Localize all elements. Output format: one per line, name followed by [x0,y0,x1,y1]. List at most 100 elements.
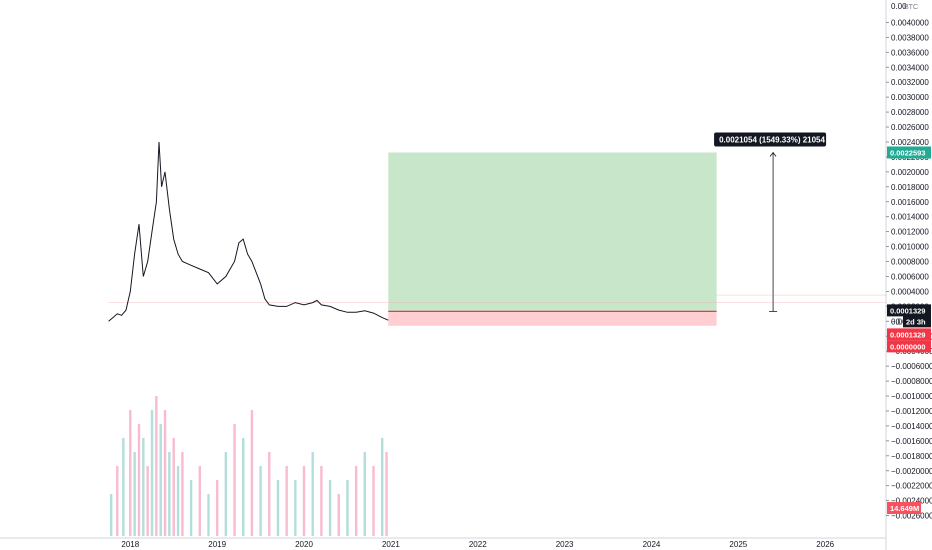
volume-bar [233,424,236,536]
y-tick-label: 0.0036000 [891,48,929,57]
position-zones [388,152,717,326]
volume-bar [159,424,162,536]
volume-bar [109,494,113,536]
volume-bar [172,438,175,536]
y-tick-label: −0.0010000 [891,392,932,401]
y-tick-label: 0.0010000 [891,243,929,252]
y-tick-label: −0.0026000 [891,512,932,521]
y-tick-label: 0.0032000 [891,78,929,87]
y-tick-label: 0.0004000 [891,287,929,296]
y-tick-label: 0.0030000 [891,93,929,102]
volume-bar [133,452,136,536]
volume-bar [198,466,201,536]
target-price-badge: 0.0022593 [890,148,925,157]
y-tick-label: 0.0014000 [891,213,929,222]
volume-bar [320,466,323,536]
x-tick-label: 2019 [208,540,226,549]
volume-bar [142,438,145,536]
volume-bar [163,410,167,536]
price-partial-label: −0.0 [891,317,907,326]
y-tick-label: 0.0034000 [891,63,929,72]
countdown-badge-bg [903,315,931,328]
volume-bar [122,438,125,536]
target-zone [388,152,717,312]
reference-lines [108,294,886,303]
volume-bar [116,466,119,536]
y-tick-label: 0.0038000 [891,33,929,42]
volume-bar [181,452,184,536]
volume-bar [328,480,332,536]
y-tick-label: −0.0018000 [891,452,932,461]
y-tick-label: 0.0018000 [891,183,929,192]
volume-bar [337,494,340,536]
volume-bar [146,466,149,536]
volume-bar [285,466,288,536]
x-tick-label: 2020 [295,540,313,549]
volume-bar [242,438,245,536]
volume-bar [215,480,219,536]
volume-bar [224,452,228,536]
volume-bar [302,466,306,536]
volume-bar [372,466,375,536]
y-tick-label: −0.0016000 [891,437,932,446]
x-tick-label: 2021 [382,540,400,549]
entry-price-badge: 0.0001329 [890,330,925,339]
volume-bar [311,452,314,536]
volume-bar [294,480,297,536]
y-tick-label-top: 0.00 [891,2,907,11]
y-tick-label: −0.0008000 [891,377,932,386]
entry-price-badge-bg [887,328,931,341]
volume-bar [346,480,349,536]
countdown-badge: 2d 3h [906,317,926,326]
volume-bars [109,396,388,536]
y-tick-label: −0.0024000 [891,497,932,506]
y-tick-label: −0.0012000 [891,407,932,416]
measure-tool[interactable]: 0.0021054 (1549.33%) 21054 [714,132,827,312]
y-tick-label: 0.0006000 [891,272,929,281]
zero-price-badge-bg [887,340,931,353]
volume-bar [176,466,180,536]
y-tick-label: −0.0014000 [891,422,932,431]
y-tick-label: 0.0016000 [891,198,929,207]
stop-zone [388,311,717,326]
y-tick-label: 0.0024000 [891,138,929,147]
y-tick-label: −0.0020000 [891,467,932,476]
volume-badge-bg [887,502,921,514]
volume-badge: 14.649M [890,504,919,513]
volume-bar [207,494,210,536]
price-line [108,141,389,322]
x-tick-label: 2025 [729,540,747,549]
x-tick-label: 2022 [469,540,487,549]
volume-bar [276,480,280,536]
x-tick-label: 2026 [816,540,834,549]
y-tick-label: 0.0020000 [891,168,929,177]
x-axis[interactable]: 2018 2019 2020 2021 2022 2023 2024 2025 2026 [0,537,886,549]
last-price-badge-bg [887,304,931,317]
y-tick-label: 0.0028000 [891,108,929,117]
zero-price-badge: 0.0000000 [890,342,925,351]
volume-bar [268,452,271,536]
volume-bar [354,466,358,536]
volume-bar [150,410,154,536]
y-tick-label: −0.0006000 [891,362,932,371]
y-tick-label: −0.0022000 [891,482,932,491]
x-tick-label: 2018 [121,540,139,549]
y-axis[interactable]: 0.0040000 0.0038000 0.0036000 0.0034000 0.00… [885,0,932,550]
price-series [108,141,389,322]
y-tick-label: 0.0008000 [891,258,929,267]
volume-bar [385,452,388,536]
target-price-badge-bg [887,146,931,159]
measure-callout-label: 0.0021054 (1549.33%) 21054 [719,135,825,144]
y-tick-label: 0.0040000 [891,18,929,27]
volume-bar [380,438,384,536]
volume-bar [137,424,141,536]
x-tick-label: 2023 [556,540,574,549]
y-tick-label: 0.0026000 [891,123,929,132]
volume-bar [250,410,254,536]
volume-bar [155,396,158,536]
volume-bar [189,480,193,536]
last-price-badge: 0.0001329 [890,306,925,315]
x-tick-label: 2024 [643,540,661,549]
